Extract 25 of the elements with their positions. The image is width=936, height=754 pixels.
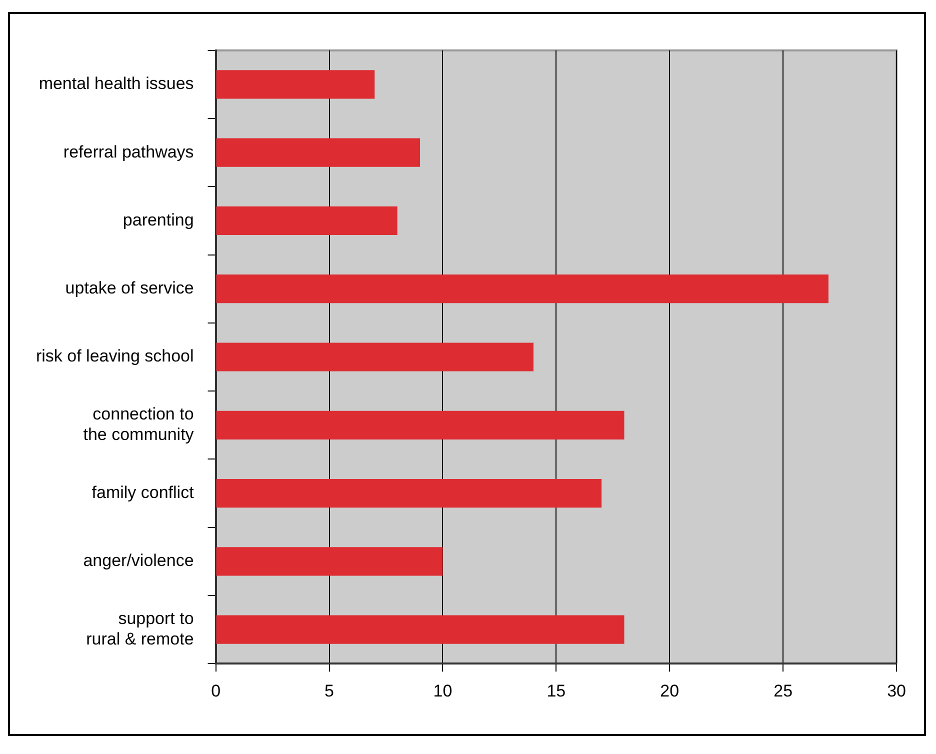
bar [216, 342, 534, 372]
y-tick-label: anger/violence [83, 551, 194, 570]
bar [216, 410, 624, 440]
x-tick-label: 20 [660, 681, 680, 700]
y-tick-label: risk of leaving school [36, 346, 194, 366]
y-tick-label: support to rural & remote [86, 609, 194, 648]
y-tick-label: referral pathways [63, 142, 194, 162]
y-tick-label: connection to the community [83, 404, 194, 444]
bar [216, 615, 624, 644]
bar [216, 547, 443, 576]
x-tick-label: 0 [211, 681, 221, 700]
x-tick-label: 25 [774, 681, 793, 700]
x-tick-label: 10 [433, 681, 452, 700]
bar [216, 274, 828, 304]
bar [216, 478, 602, 508]
bar [216, 138, 420, 167]
x-tick-label: 15 [546, 681, 566, 700]
bar [216, 206, 398, 236]
y-tick-label: family conflict [92, 482, 194, 502]
x-tick-label: 30 [887, 681, 906, 700]
y-tick-label: mental health issues [38, 74, 194, 94]
y-tick-label: uptake of service [65, 278, 194, 298]
x-tick-label: 5 [324, 681, 334, 700]
bar [216, 70, 375, 99]
y-tick-label: parenting [122, 210, 194, 230]
